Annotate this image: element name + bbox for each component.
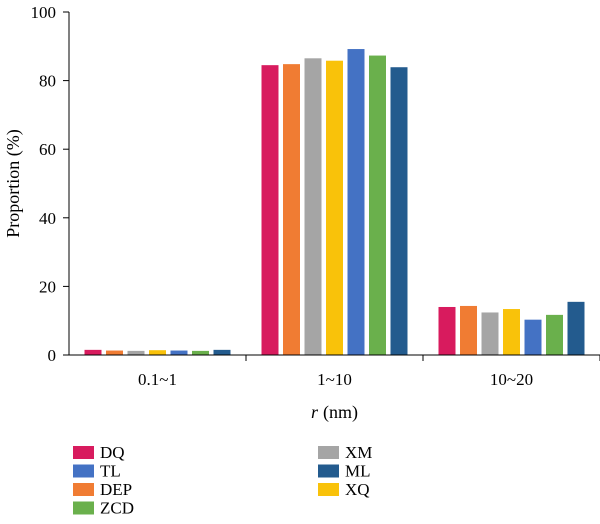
bar-xm-2 <box>304 58 322 356</box>
legend-swatch <box>73 464 94 478</box>
x-tick-label: 10~20 <box>490 370 533 389</box>
legend-label: XQ <box>345 480 370 499</box>
legend-label: ML <box>345 462 371 481</box>
bar-dq-3 <box>438 306 456 355</box>
bar-tl-2 <box>347 49 365 355</box>
legend-item-dep: DEP <box>73 480 132 499</box>
bar-dep-1 <box>106 350 123 355</box>
legend-item-ml: ML <box>318 462 371 481</box>
x-axis-ticks: 0.1~1 1~10 10~20 <box>138 355 600 389</box>
bar-dep-3 <box>460 305 477 355</box>
y-tick-label: 0 <box>48 346 57 365</box>
bar-dq-1 <box>84 349 102 355</box>
bar-dep-2 <box>283 64 300 356</box>
y-tick-label: 20 <box>39 277 56 296</box>
legend-label: XM <box>345 443 372 462</box>
legend-swatch <box>318 483 339 496</box>
legend-swatch <box>73 501 94 515</box>
legend-item-dq: DQ <box>73 443 125 462</box>
legend-item-tl: TL <box>73 462 121 481</box>
legend-label: TL <box>100 462 121 481</box>
bar-zcd-1 <box>192 350 209 355</box>
legend-label: DEP <box>100 480 132 499</box>
x-tick-label: 0.1~1 <box>138 370 177 389</box>
bar-xq-3 <box>503 309 520 355</box>
y-axis-label: Proportion (%) <box>3 129 24 237</box>
y-tick-label: 40 <box>39 209 56 228</box>
legend-item-xq: XQ <box>318 480 370 499</box>
bar-zcd-2 <box>369 55 386 355</box>
bar-tl-3 <box>524 319 542 355</box>
legend-label: DQ <box>100 443 125 462</box>
legend-item-zcd: ZCD <box>73 499 134 518</box>
legend-item-xm: XM <box>318 443 372 462</box>
bar-dq-2 <box>261 65 279 355</box>
legend-swatch <box>73 483 94 496</box>
bar-zcd-3 <box>546 314 563 355</box>
x-axis-label: r (nm) <box>311 402 358 423</box>
x-axis-label-unit: (nm) <box>323 402 358 423</box>
y-tick-label: 100 <box>31 3 57 22</box>
bar-tl-1 <box>170 350 188 355</box>
legend-swatch <box>73 446 94 459</box>
y-tick-label: 80 <box>39 72 56 91</box>
legend-swatch <box>318 446 339 459</box>
y-axis-ticks: 0 20 40 60 80 100 <box>31 3 69 365</box>
bar-xq-1 <box>149 350 166 355</box>
bar-xm-3 <box>481 312 499 355</box>
bar-xq-2 <box>326 60 343 356</box>
bar-ml-1 <box>213 349 231 355</box>
bar-xm-1 <box>127 350 145 355</box>
legend-swatch <box>318 464 339 478</box>
bars <box>84 49 585 356</box>
legend-label: ZCD <box>100 499 134 518</box>
x-axis-label-var: r <box>311 402 319 422</box>
bar-ml-3 <box>567 301 585 355</box>
y-tick-label: 60 <box>39 140 56 159</box>
bar-ml-2 <box>390 67 408 356</box>
x-tick-label: 1~10 <box>317 370 352 389</box>
